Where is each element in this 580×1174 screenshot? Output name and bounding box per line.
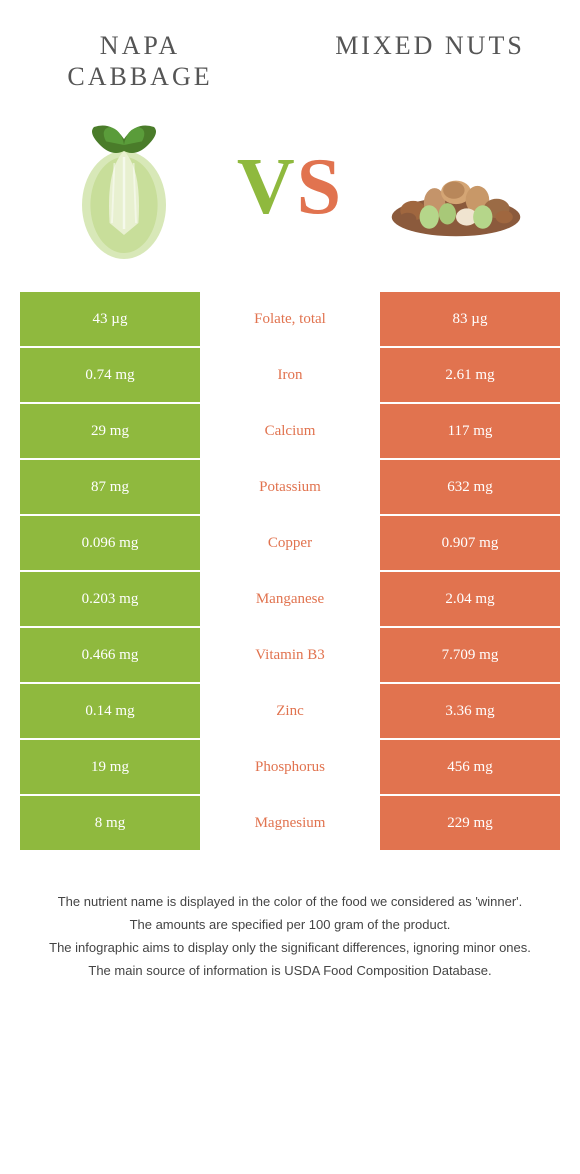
table-row: 0.466 mgVitamin B37.709 mg — [20, 628, 560, 684]
right-value: 2.61 mg — [380, 348, 560, 404]
footer-line: The amounts are specified per 100 gram o… — [30, 915, 550, 936]
table-row: 19 mgPhosphorus456 mg — [20, 740, 560, 796]
table-row: 0.203 mgManganese2.04 mg — [20, 572, 560, 628]
vs-v: V — [237, 143, 297, 231]
table-row: 8 mgMagnesium229 mg — [20, 796, 560, 852]
left-value: 43 µg — [20, 292, 200, 348]
nutrient-label: Potassium — [200, 460, 380, 516]
left-value: 0.74 mg — [20, 348, 200, 404]
cabbage-icon — [64, 112, 184, 262]
table-row: 0.14 mgZinc3.36 mg — [20, 684, 560, 740]
nutrient-label: Phosphorus — [200, 740, 380, 796]
left-food-image — [49, 112, 199, 262]
right-value: 0.907 mg — [380, 516, 560, 572]
nutrient-label: Magnesium — [200, 796, 380, 852]
left-food-title: Napa cabbage — [50, 30, 230, 92]
left-value: 29 mg — [20, 404, 200, 460]
left-value: 0.14 mg — [20, 684, 200, 740]
left-value: 0.096 mg — [20, 516, 200, 572]
nutrient-label: Manganese — [200, 572, 380, 628]
footer-notes: The nutrient name is displayed in the co… — [0, 852, 580, 1003]
table-row: 0.74 mgIron2.61 mg — [20, 348, 560, 404]
right-value: 632 mg — [380, 460, 560, 516]
footer-line: The main source of information is USDA F… — [30, 961, 550, 982]
right-value: 3.36 mg — [380, 684, 560, 740]
right-food-title: Mixed nuts — [330, 30, 530, 92]
footer-line: The nutrient name is displayed in the co… — [30, 892, 550, 913]
left-value: 0.466 mg — [20, 628, 200, 684]
left-value: 8 mg — [20, 796, 200, 852]
right-value: 229 mg — [380, 796, 560, 852]
vs-s: S — [297, 143, 344, 231]
nuts-icon — [381, 127, 531, 247]
right-value: 2.04 mg — [380, 572, 560, 628]
nutrient-table: 43 µgFolate, total83 µg0.74 mgIron2.61 m… — [20, 292, 560, 852]
right-value: 7.709 mg — [380, 628, 560, 684]
right-value: 117 mg — [380, 404, 560, 460]
left-value: 19 mg — [20, 740, 200, 796]
right-food-image — [381, 112, 531, 262]
images-row: VS — [0, 102, 580, 292]
nutrient-label: Calcium — [200, 404, 380, 460]
table-row: 43 µgFolate, total83 µg — [20, 292, 560, 348]
nutrient-label: Folate, total — [200, 292, 380, 348]
nutrient-label: Zinc — [200, 684, 380, 740]
table-row: 87 mgPotassium632 mg — [20, 460, 560, 516]
right-value: 83 µg — [380, 292, 560, 348]
nutrient-label: Iron — [200, 348, 380, 404]
left-value: 0.203 mg — [20, 572, 200, 628]
left-value: 87 mg — [20, 460, 200, 516]
vs-label: VS — [237, 142, 343, 233]
right-value: 456 mg — [380, 740, 560, 796]
nutrient-label: Vitamin B3 — [200, 628, 380, 684]
nutrient-label: Copper — [200, 516, 380, 572]
table-row: 29 mgCalcium117 mg — [20, 404, 560, 460]
footer-line: The infographic aims to display only the… — [30, 938, 550, 959]
table-row: 0.096 mgCopper0.907 mg — [20, 516, 560, 572]
header-row: Napa cabbage Mixed nuts — [0, 0, 580, 102]
